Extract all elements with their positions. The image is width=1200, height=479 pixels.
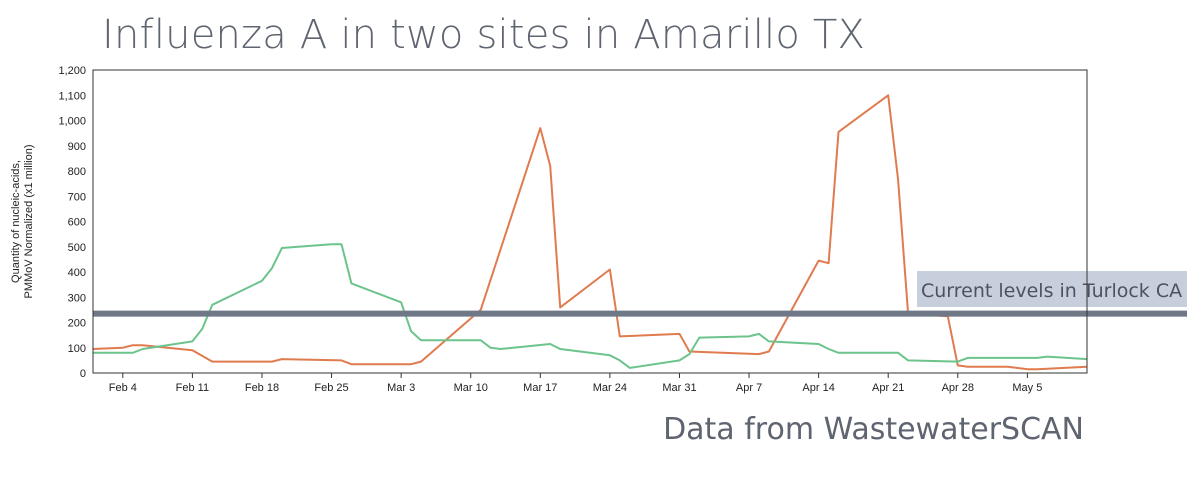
y-axis-label-line: PMMoV Normalized (x1 million) [23,144,35,298]
x-tick-label: Feb 4 [109,382,137,394]
y-tick-label: 100 [68,343,86,355]
x-tick-label: Mar 10 [454,382,488,394]
chart-title: Influenza A in two sites in Amarillo TX [102,12,866,58]
plot-frame [92,69,1088,374]
y-tick-label: 300 [68,292,86,304]
x-tick-label: Feb 18 [245,382,279,394]
y-tick-label: 800 [68,166,86,178]
y-tick-label: 1,000 [58,116,86,128]
x-tick-label: Feb 25 [314,382,348,394]
x-tick-label: Apr 14 [802,382,834,394]
series-line-1 [92,94,1088,371]
x-tick-label: Feb 11 [176,382,209,394]
y-tick-label: 1,200 [58,65,86,77]
reference-layer: Current levels in Turlock CA [93,271,1187,317]
x-tick-label: Mar 24 [593,382,627,394]
x-tick-label: Apr 21 [872,382,904,394]
y-tick-label: 600 [68,217,86,229]
y-tick-label: 400 [68,267,86,279]
reference-label: Current levels in Turlock CA [921,280,1182,302]
x-tick-label: Apr 28 [942,382,974,394]
y-tick-label: 700 [68,191,86,203]
y-axis-label: Quantity of nucleic-acids, PMMoV Normaliz… [10,144,35,298]
series-line-2 [93,243,1088,369]
x-tick-label: Mar 17 [523,382,557,394]
y-axis-label-line: Quantity of nucleic-acids, [10,160,22,283]
y-tick-label: 0 [80,368,86,380]
series-layer [92,94,1088,371]
y-axis-ticks: 0 100 200 300 400 500 600 700 800 900 1,000 1,100 1,… [58,65,86,380]
x-tick-label: May 5 [1012,382,1042,394]
x-tick-label: Apr 7 [736,382,762,394]
x-tick-label: Mar 3 [387,382,415,394]
y-tick-label: 900 [68,141,86,153]
y-tick-label: 500 [68,242,86,254]
reference-label-box [917,271,1187,307]
x-axis-ticks: Feb 4 Feb 11 Feb 18 Feb 25 Mar 3 Mar 10 Mar 17… [109,373,1042,394]
y-tick-label: 1,100 [58,90,86,102]
y-tick-label: 200 [68,318,86,330]
source-note: Data from WastewaterSCAN [663,412,1084,447]
x-tick-label: Mar 31 [662,382,696,394]
